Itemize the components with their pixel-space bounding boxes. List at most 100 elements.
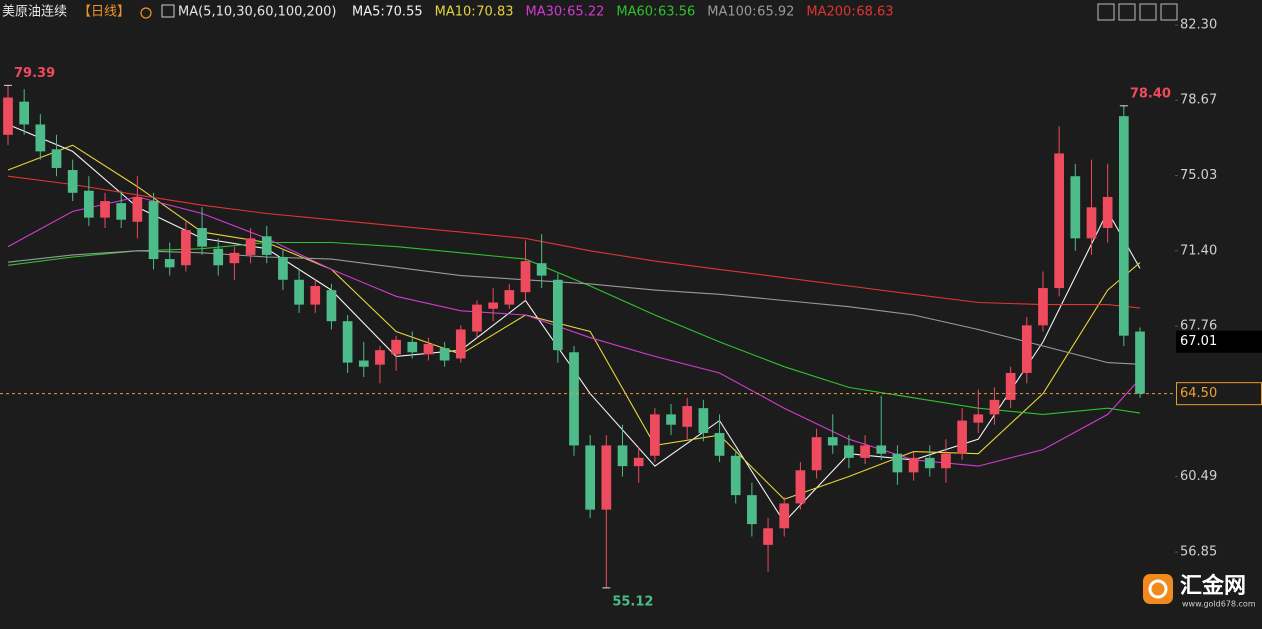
legend-separator: : bbox=[851, 5, 855, 20]
candle-body bbox=[844, 445, 854, 458]
y-tick-label: 71.40 bbox=[1180, 243, 1217, 258]
candle-body bbox=[391, 339, 401, 355]
legend-name: MA60 bbox=[616, 5, 653, 20]
annotation-label: 55.12 bbox=[612, 594, 653, 609]
candle-body bbox=[795, 470, 806, 504]
y-tick-label: 60.49 bbox=[1180, 469, 1217, 484]
candle-body bbox=[245, 238, 256, 255]
candle-body bbox=[827, 437, 838, 446]
candle-body bbox=[3, 97, 13, 135]
y-tick-label: 56.85 bbox=[1180, 545, 1217, 560]
candle-body bbox=[1005, 372, 1016, 400]
tool-icon[interactable] bbox=[1118, 3, 1136, 21]
candle-body bbox=[51, 149, 62, 168]
y-tick-label: 82.30 bbox=[1180, 18, 1217, 33]
legend-name: MA100 bbox=[707, 5, 752, 20]
legend-value: 70.83 bbox=[476, 5, 513, 20]
candle-body bbox=[520, 261, 531, 293]
candle-body bbox=[100, 201, 110, 218]
period-label: 【日线】 bbox=[78, 5, 130, 20]
legend-name: MA30 bbox=[525, 5, 562, 20]
candle-body bbox=[1102, 196, 1113, 228]
candle-body bbox=[148, 201, 159, 260]
candle-body bbox=[908, 457, 919, 473]
candle-body bbox=[989, 399, 1000, 415]
annotation-label: 79.39 bbox=[14, 66, 55, 81]
legend-value: 70.55 bbox=[385, 5, 422, 20]
candle-body bbox=[876, 445, 887, 454]
candle-body bbox=[407, 341, 418, 353]
candle-body bbox=[666, 414, 676, 425]
logo-name: 汇金网 bbox=[1180, 573, 1246, 599]
candle-body bbox=[1021, 325, 1032, 373]
candle-body bbox=[957, 420, 967, 454]
candle-body bbox=[569, 352, 579, 446]
candle-body bbox=[35, 124, 46, 152]
candle-body bbox=[213, 248, 224, 266]
candle-body bbox=[973, 414, 984, 423]
candle-body bbox=[116, 203, 127, 220]
candle-body bbox=[779, 503, 790, 529]
candle-body bbox=[1135, 331, 1145, 394]
indicator-icon[interactable] bbox=[161, 4, 175, 18]
price-label: 64.50 bbox=[1180, 386, 1217, 401]
ma-title: MA(5,10,30,60,100,200) bbox=[178, 5, 336, 20]
legend-value: 68.63 bbox=[856, 5, 893, 20]
candle-body bbox=[310, 285, 321, 305]
candle-body bbox=[132, 196, 143, 222]
candle-body bbox=[164, 259, 175, 268]
legend-separator: : bbox=[562, 5, 566, 20]
ma-line bbox=[7, 175, 1141, 309]
candle-body bbox=[698, 408, 709, 434]
candle-body bbox=[811, 437, 822, 471]
candle-body bbox=[617, 445, 628, 467]
candle-body bbox=[941, 453, 951, 469]
symbol-title: 美原油连续 bbox=[2, 4, 67, 20]
tool-icon[interactable] bbox=[1160, 3, 1178, 21]
logo-mark bbox=[1148, 579, 1168, 599]
candle-body bbox=[358, 360, 369, 367]
candle-body bbox=[536, 263, 547, 276]
candle-body bbox=[67, 170, 78, 193]
legend-name: MA5 bbox=[352, 5, 380, 20]
candle-body bbox=[552, 279, 563, 351]
candle-body bbox=[342, 321, 353, 363]
tool-icon[interactable] bbox=[1097, 3, 1115, 21]
candle-body bbox=[924, 457, 935, 469]
y-tick-label: 75.03 bbox=[1180, 168, 1217, 183]
legend-value: 65.92 bbox=[757, 5, 794, 20]
candle-body bbox=[472, 304, 482, 332]
legend-separator: : bbox=[653, 5, 657, 20]
candle-body bbox=[455, 329, 466, 359]
toolbar-icons bbox=[140, 3, 1178, 21]
candle-body bbox=[585, 445, 596, 510]
y-tick-label: 67.76 bbox=[1180, 319, 1217, 334]
add-icon[interactable] bbox=[140, 7, 152, 19]
candle-body bbox=[730, 455, 741, 496]
price-box bbox=[1176, 330, 1262, 353]
candle-body bbox=[747, 495, 757, 525]
candle-body bbox=[423, 343, 434, 355]
candle-body bbox=[488, 302, 498, 309]
candle-body bbox=[375, 350, 385, 365]
legend-name: MA200 bbox=[806, 5, 851, 20]
candle-body bbox=[197, 227, 207, 247]
candle-body bbox=[84, 190, 94, 218]
candle-body bbox=[1054, 153, 1064, 289]
candle-body bbox=[763, 528, 773, 545]
legend-separator: : bbox=[752, 5, 756, 20]
tool-icon[interactable] bbox=[1139, 3, 1157, 21]
candle-body bbox=[601, 445, 612, 510]
legend-value: 63.56 bbox=[658, 5, 695, 20]
candle-body bbox=[294, 279, 304, 305]
candle-body bbox=[181, 230, 191, 266]
candle-body bbox=[714, 433, 725, 456]
candle-body bbox=[326, 290, 337, 322]
candle-body bbox=[504, 290, 515, 305]
candle-body bbox=[860, 445, 870, 458]
legend-separator: : bbox=[380, 5, 384, 20]
y-tick-label: 78.67 bbox=[1180, 93, 1217, 108]
candle-body bbox=[229, 252, 240, 264]
